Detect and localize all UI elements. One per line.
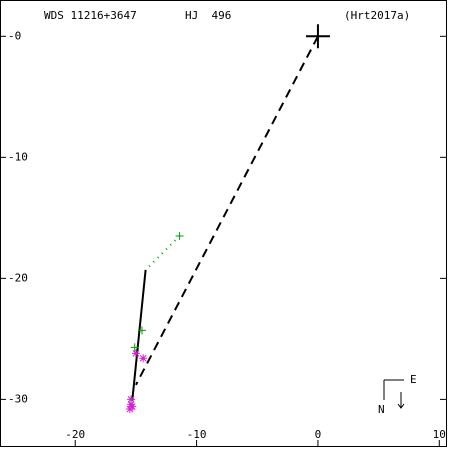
plus-marker <box>175 231 184 240</box>
star-marker <box>127 400 136 409</box>
header-left: WDS 11216+3647 <box>44 9 137 22</box>
y-tick-label: -0 <box>8 29 21 42</box>
compass-arrow-head <box>397 403 405 409</box>
compass <box>383 379 405 409</box>
y-tick-label: -30 <box>8 392 28 405</box>
header-right: (Hrt2017a) <box>344 9 410 22</box>
star-marker <box>127 395 136 404</box>
header-center: HJ 496 <box>185 9 231 22</box>
x-tick-label: 0 <box>315 428 322 441</box>
x-tick-label: -20 <box>65 428 85 441</box>
plus-marker <box>137 326 146 335</box>
star-marker <box>128 402 137 411</box>
x-tick-label: -10 <box>187 428 207 441</box>
compass-north: N <box>378 403 385 416</box>
y-tick-label: -10 <box>8 150 28 163</box>
compass-east: E <box>410 373 417 386</box>
primary-marker <box>305 24 330 49</box>
track-line <box>135 35 319 386</box>
x-tick-label: 10 <box>433 428 446 441</box>
star-marker <box>139 354 148 363</box>
plus-marker <box>130 343 139 352</box>
track-line <box>131 269 147 401</box>
star-marker <box>131 349 140 358</box>
y-tick-label: -20 <box>8 271 28 284</box>
